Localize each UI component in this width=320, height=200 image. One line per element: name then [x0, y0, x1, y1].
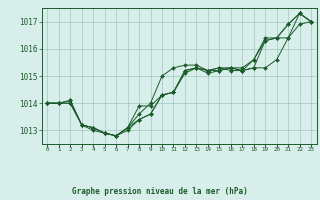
Text: Graphe pression niveau de la mer (hPa): Graphe pression niveau de la mer (hPa) [72, 187, 248, 196]
